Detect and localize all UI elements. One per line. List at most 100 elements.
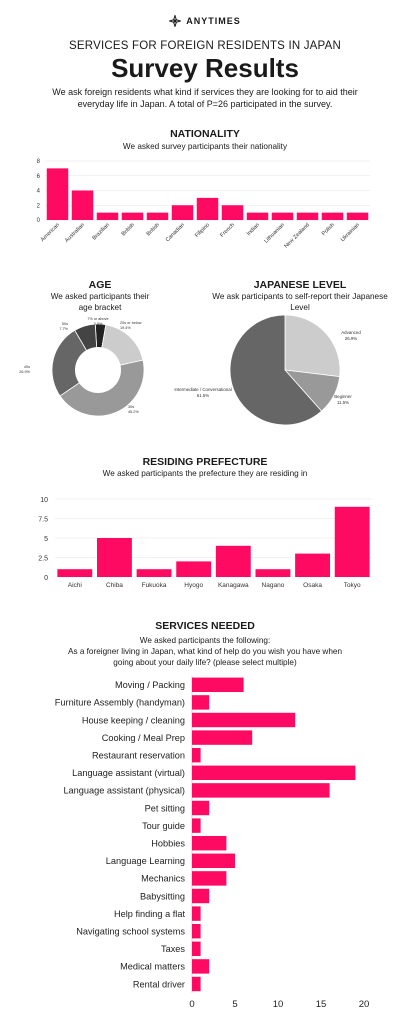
slice-label: 50s xyxy=(62,322,68,326)
brand: ANYTIMES xyxy=(0,15,410,27)
bar xyxy=(321,212,344,220)
anytimes-logo-icon xyxy=(169,15,182,27)
nationality-chart: 0 2 4 6 8 American Australian Brazilian British B… xyxy=(37,159,370,250)
pie-slice xyxy=(229,314,323,426)
x-tick-label: Brazilian xyxy=(92,222,111,241)
category-label: Taxes xyxy=(161,944,185,954)
x-tick-label: 20 xyxy=(359,999,370,1010)
bar xyxy=(176,561,212,577)
bar xyxy=(192,747,201,763)
prefecture-desc: We asked participants the prefecture the… xyxy=(102,469,308,478)
category-label: Tour guide xyxy=(142,821,185,831)
slice-value: 45.2% xyxy=(128,410,139,414)
donut-slice xyxy=(51,329,99,397)
x-tick-label: Australian xyxy=(64,222,86,244)
bar xyxy=(346,212,369,220)
slice-label: 7% or above xyxy=(87,317,108,321)
slice-label: Beginner xyxy=(334,394,352,399)
japanese-desc: We ask participants to self-report their… xyxy=(212,292,388,312)
x-tick-label: Hyogo xyxy=(184,582,203,589)
bar xyxy=(192,853,235,869)
bar xyxy=(192,923,201,939)
x-tick-label: New Zealand xyxy=(283,222,311,250)
y-tick-label: 7.5 xyxy=(38,517,48,524)
pie-slice xyxy=(284,314,341,378)
category-label: Mechanics xyxy=(141,874,185,884)
y-tick-label: 2.5 xyxy=(38,556,48,563)
category-label: Hobbies xyxy=(151,839,185,849)
slice-label: Intermediate / Conversational xyxy=(174,387,231,392)
category-label: Furniture Assembly (handyman) xyxy=(55,698,185,708)
slice-value: 3.8% xyxy=(94,322,103,326)
y-tick-label: 8 xyxy=(37,159,41,165)
y-tick-label: 2 xyxy=(37,203,41,209)
services-chart: Moving / Packing Furniture Assembly (hand… xyxy=(55,676,370,1010)
bar xyxy=(192,976,201,992)
x-tick-label: Canadian xyxy=(165,222,186,243)
bar xyxy=(246,212,269,220)
nationality-desc: We asked survey participants their natio… xyxy=(122,142,288,151)
services-title: SERVICES NEEDED xyxy=(155,620,255,632)
x-tick-label: Tokyo xyxy=(344,582,361,589)
bar xyxy=(295,553,330,577)
nationality-title: NATIONALITY xyxy=(170,128,240,140)
bar xyxy=(146,212,169,220)
x-tick-label: Nagano xyxy=(262,582,285,589)
x-tick-label: 15 xyxy=(316,999,327,1010)
bar xyxy=(192,677,244,693)
y-tick-label: 4 xyxy=(37,189,41,195)
bar xyxy=(192,800,210,816)
prefecture-title: RESIDING PREFECTURE xyxy=(142,456,268,468)
x-tick-label: American xyxy=(40,222,61,243)
bar xyxy=(334,506,370,577)
category-label: Moving / Packing xyxy=(115,680,185,690)
bar xyxy=(296,212,319,220)
slice-value: 11.5% xyxy=(337,400,349,405)
bar xyxy=(71,190,94,220)
y-tick-label: 10 xyxy=(40,497,48,504)
bar xyxy=(192,835,227,851)
category-label: Help finding a flat xyxy=(114,909,185,919)
category-label: Medical matters xyxy=(120,962,185,972)
prefecture-chart: 0 2.5 5 7.5 10 Aichi Chiba Fukuoka Hyogo Kanagawa… xyxy=(38,497,372,589)
bar xyxy=(192,959,210,974)
x-tick-label: Filipino xyxy=(194,222,211,239)
bar xyxy=(196,197,219,220)
bar xyxy=(192,695,210,710)
x-tick-label: Lithuanian xyxy=(263,222,286,245)
slice-value: 19.4% xyxy=(120,326,131,330)
bar xyxy=(57,569,93,577)
category-label: Restaurant reservation xyxy=(92,751,185,761)
bar xyxy=(192,871,227,886)
bar xyxy=(192,941,201,957)
services-desc-line2: As a foreigner living in Japan, what kin… xyxy=(68,647,342,667)
slice-label: 30s xyxy=(128,405,134,409)
x-tick-label: British xyxy=(121,222,136,237)
page-subtitle: SERVICES FOR FOREIGN RESIDENTS IN JAPAN xyxy=(69,40,341,52)
bar xyxy=(192,783,330,798)
bar xyxy=(192,712,296,728)
bar xyxy=(121,212,144,220)
x-tick-label: Ukrainian xyxy=(340,222,361,243)
x-tick-label: 5 xyxy=(232,999,237,1010)
category-label: Cooking / Meal Prep xyxy=(102,733,185,743)
x-tick-label: Kanagawa xyxy=(218,582,249,589)
x-tick-label: Aichi xyxy=(68,582,82,589)
x-tick-label: French xyxy=(219,222,236,239)
category-label: Language Learning xyxy=(106,856,185,866)
bar xyxy=(255,569,291,577)
x-tick-label: Chiba xyxy=(106,582,123,589)
bar xyxy=(136,569,172,577)
japanese-title: JAPANESE LEVEL xyxy=(253,279,347,291)
x-tick-label: Indian xyxy=(246,222,261,237)
slice-label: Advanced xyxy=(341,330,361,335)
brand-name: ANYTIMES xyxy=(186,16,241,26)
services-desc-line1: We asked participants the following: xyxy=(139,636,271,645)
slice-value: 26.9% xyxy=(19,370,30,374)
category-label: Babysitting xyxy=(140,891,185,901)
x-tick-label: Polish xyxy=(321,222,336,237)
age-desc: We asked participants their age bracket xyxy=(50,292,150,312)
slice-value: 7.7% xyxy=(59,327,68,331)
